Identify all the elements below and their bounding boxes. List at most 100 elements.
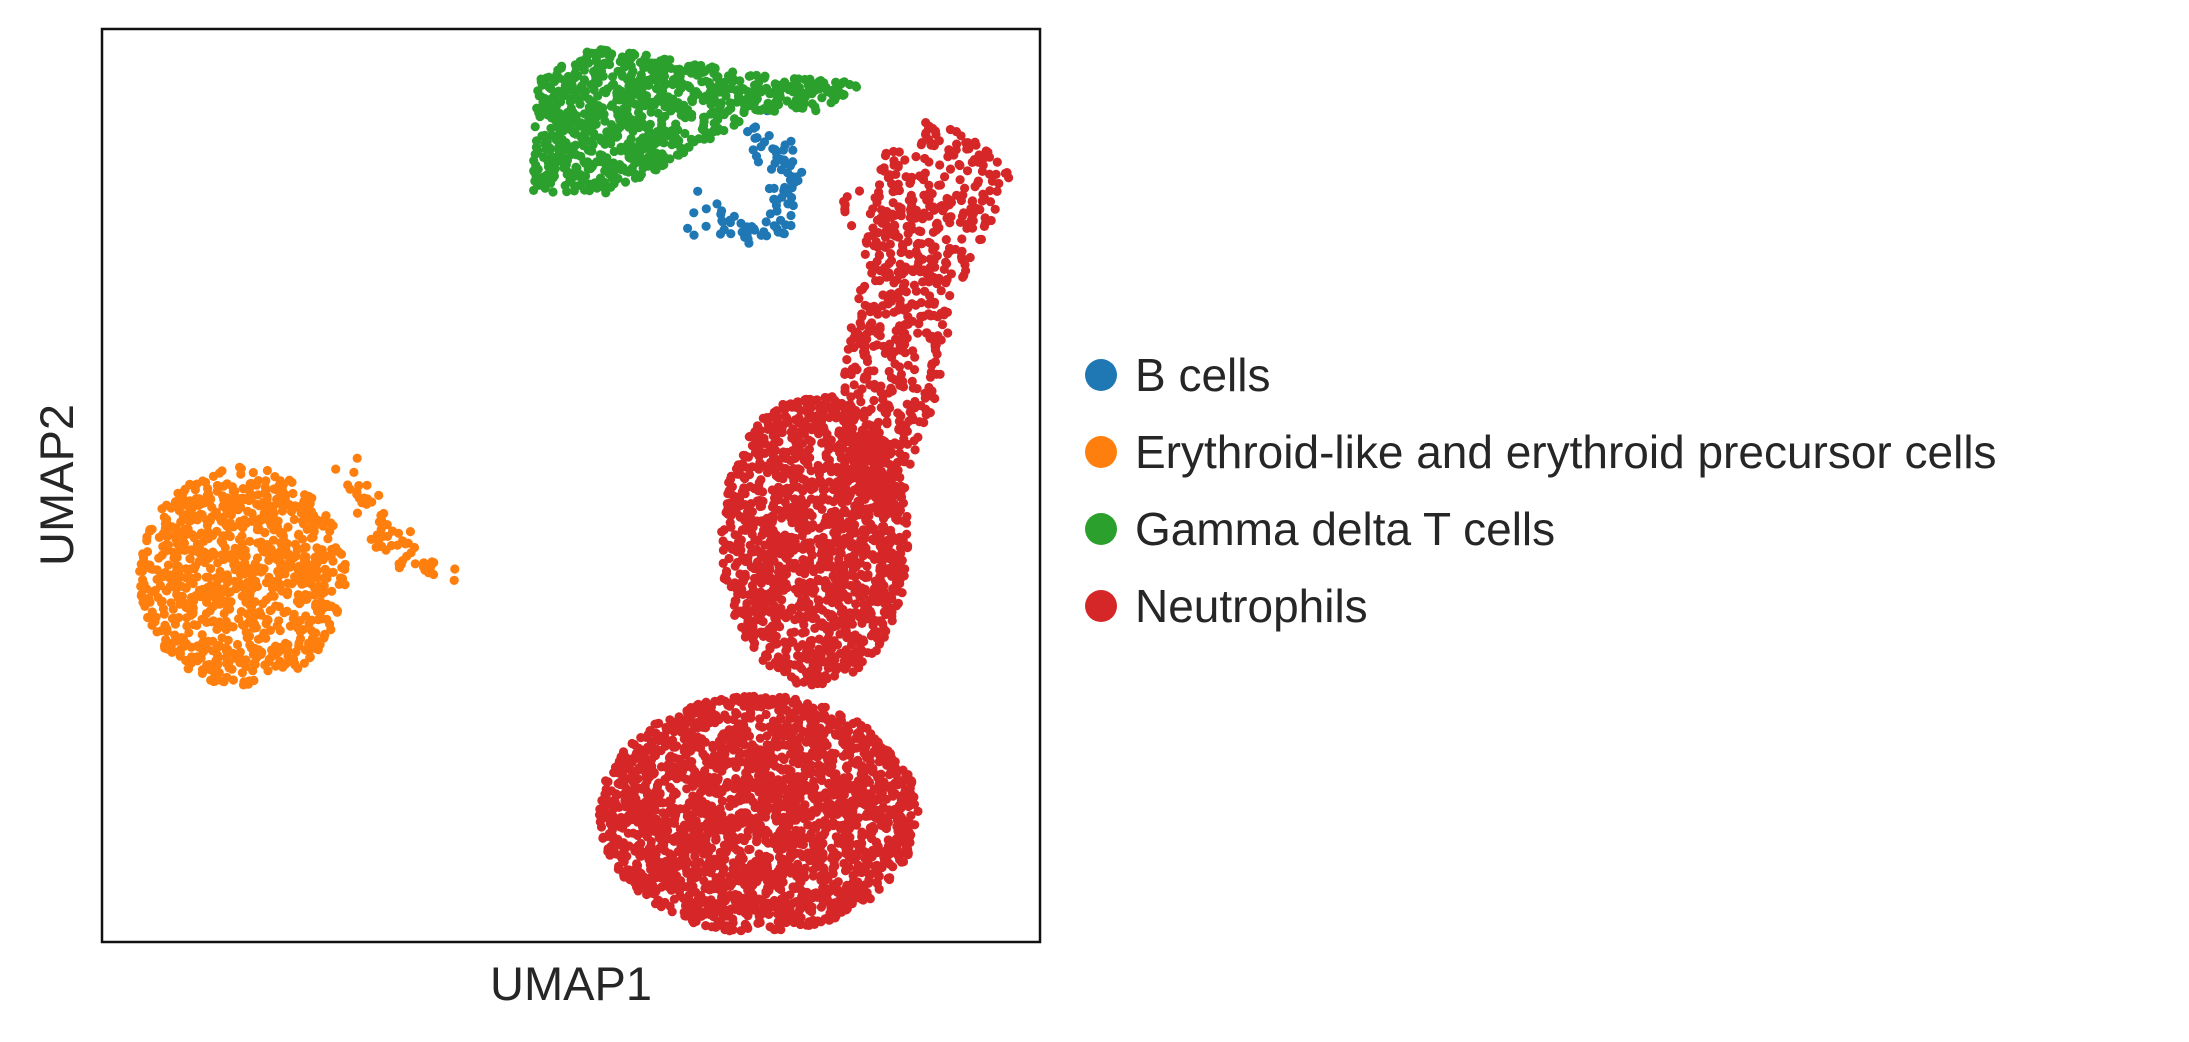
data-point [814,634,824,644]
data-point [223,529,233,540]
data-point [757,909,767,919]
data-point [673,125,683,135]
data-point [175,581,185,591]
data-point [847,849,857,859]
data-point [643,152,654,162]
data-point [619,103,629,113]
data-point [202,490,212,500]
data-point [272,555,282,565]
data-point [853,795,863,805]
data-point [747,764,757,774]
data-point [668,99,678,109]
data-point [598,813,608,823]
data-point [301,556,311,567]
data-point [167,647,177,658]
data-point [626,801,636,811]
data-point [272,621,282,631]
data-point [687,883,697,893]
data-point [223,577,233,587]
data-point [158,604,168,614]
data-point [814,595,824,606]
data-point [717,216,727,226]
data-point [812,768,823,778]
data-point [138,553,149,563]
data-point [776,215,786,225]
data-point [235,516,245,527]
data-point [553,123,564,133]
data-point [786,865,796,876]
data-point [275,656,285,666]
data-point [857,736,867,746]
data-point [293,530,304,540]
data-point [173,532,183,542]
data-point [261,485,271,495]
data-point [761,787,771,797]
data-point [570,181,580,191]
data-point [201,640,211,650]
data-point [851,759,862,769]
data-point [718,78,728,88]
data-point [898,857,909,867]
data-point [717,859,727,869]
data-point [288,488,298,499]
data-point [621,869,632,880]
data-point [729,741,739,752]
data-point [674,136,684,146]
data-point [321,510,331,521]
data-point [214,468,225,478]
data-point [624,48,635,58]
data-point [895,543,906,553]
data-point [649,131,660,141]
data-point [222,672,232,683]
data-point [710,760,720,771]
data-point [663,722,674,733]
data-point [630,770,640,780]
data-point [313,645,323,655]
data-point [718,545,729,555]
data-point [352,453,362,463]
data-point [231,584,241,594]
data-point [648,769,658,779]
data-point [184,499,194,509]
data-point [664,834,674,844]
data-point [645,860,655,870]
data-point [760,747,770,757]
data-point [137,566,148,576]
data-point [162,626,172,637]
data-point [797,787,807,797]
data-point [647,817,657,827]
data-point [844,798,854,808]
data-point [795,919,805,929]
data-point [689,65,699,75]
data-point [266,548,276,558]
data-point [224,647,234,657]
data-point [797,773,807,783]
data-point [735,782,745,792]
data-point [680,128,690,139]
data-point [282,590,292,600]
data-point [654,896,664,906]
data-point [700,66,710,77]
data-point [785,890,795,900]
data-point [732,796,742,806]
data-point [188,578,198,589]
data-point [337,563,347,573]
data-point [789,815,799,825]
data-point [632,882,642,892]
data-point [732,692,742,702]
data-point [830,749,840,759]
data-point [543,157,553,167]
data-point [766,164,777,174]
data-point [716,812,727,822]
data-point [709,68,719,78]
data-point [742,808,752,818]
data-point [721,91,731,101]
data-point [311,518,321,528]
data-point [828,881,838,891]
data-point [699,117,709,127]
data-point [217,550,227,560]
data-point [235,462,245,472]
data-point [814,760,824,770]
data-point [287,477,297,487]
data-point [540,130,550,140]
